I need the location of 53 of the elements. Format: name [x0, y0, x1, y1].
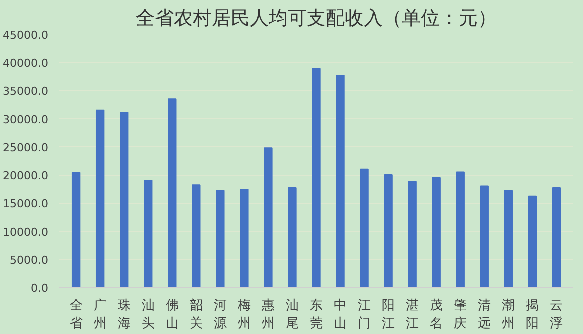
y-tick-label: 0.0: [31, 282, 49, 295]
bar: [216, 190, 225, 288]
x-tick-label: 茂名: [430, 298, 444, 332]
chart-title: 全省农村居民人均可支配收入（单位：元）: [136, 8, 497, 30]
bar: [552, 187, 562, 288]
y-tick-label: 25000.0: [3, 141, 49, 154]
x-tick-label: 肇庆: [454, 298, 468, 332]
x-tick-label: 广州: [94, 298, 107, 332]
x-tick-label: 揭阳: [526, 298, 540, 332]
x-tick-label: 潮州: [502, 298, 516, 332]
bar: [168, 98, 177, 288]
y-tick-label: 5000.0: [10, 254, 49, 267]
y-tick-label: 20000.0: [3, 170, 49, 183]
y-tick-label: 15000.0: [3, 198, 49, 211]
bar: [456, 172, 465, 288]
bar: [432, 177, 441, 288]
y-tick-label: 45000.0: [3, 29, 49, 42]
x-tick-label: 中山: [334, 298, 348, 332]
bar: [288, 187, 297, 288]
bar: [360, 168, 369, 288]
x-tick-label: 河源: [214, 298, 227, 332]
x-tick-label: 清远: [478, 298, 492, 332]
y-tick-label: 35000.0: [3, 85, 49, 98]
bar: [312, 68, 321, 288]
x-tick-label: 汕尾: [286, 298, 299, 332]
bar: [96, 110, 105, 288]
x-tick-label: 全省: [70, 298, 83, 332]
bar: [192, 184, 201, 288]
x-tick-label: 江门: [358, 298, 372, 332]
bar: [72, 172, 81, 288]
x-tick-label: 东莞: [310, 298, 323, 332]
x-tick-label: 惠州: [260, 298, 275, 332]
bar: [264, 148, 273, 288]
x-tick-label: 阳江: [382, 298, 396, 332]
bar: [120, 112, 129, 288]
bar: [480, 186, 489, 288]
y-tick-label: 10000.0: [3, 226, 49, 239]
bar: [528, 196, 538, 288]
y-tick-label: 30000.0: [3, 113, 49, 126]
bar: [384, 174, 393, 288]
x-tick-label: 湛江: [406, 298, 420, 332]
x-tick-label: 韶关: [190, 298, 203, 332]
bar: [336, 75, 345, 288]
x-tick-label: 梅州: [236, 298, 251, 332]
x-tick-label: 佛山: [166, 298, 179, 332]
x-tick-label: 珠海: [118, 298, 131, 332]
bar: [240, 189, 249, 288]
bar: [408, 181, 417, 288]
y-tick-label: 40000.0: [3, 57, 49, 70]
bar: [504, 190, 513, 288]
bar: [144, 180, 153, 288]
x-tick-label: 云浮: [550, 298, 564, 332]
x-tick-label: 汕头: [142, 298, 155, 332]
